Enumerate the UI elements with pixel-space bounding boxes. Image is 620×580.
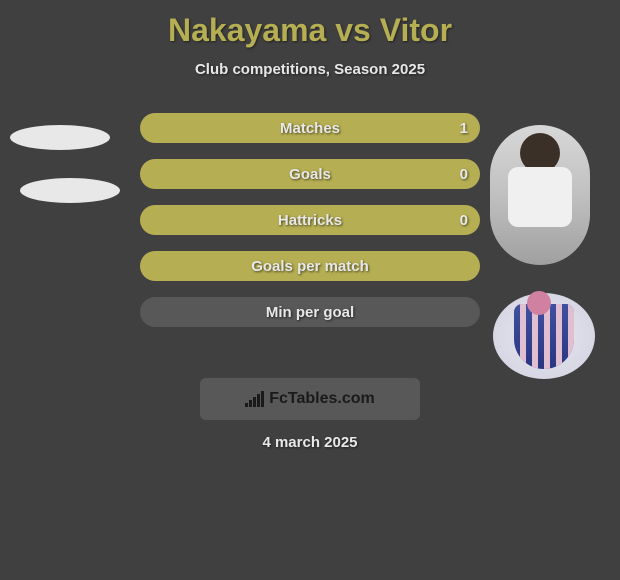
page-title: Nakayama vs Vitor	[0, 0, 620, 49]
stat-value: 1	[460, 120, 468, 137]
subtitle: Club competitions, Season 2025	[0, 61, 620, 78]
stat-label: Hattricks	[278, 212, 342, 229]
footer-attribution: FcTables.com	[200, 378, 420, 420]
stat-bar: Hattricks 0	[140, 205, 480, 235]
stat-row: Goals per match	[0, 251, 620, 281]
stat-bar: Goals 0	[140, 159, 480, 189]
stat-label: Goals per match	[251, 258, 369, 275]
stat-label: Goals	[289, 166, 331, 183]
stat-row: Min per goal	[0, 297, 620, 327]
stats-list: Matches 1 Goals 0 Hattricks 0 Goals per match M…	[0, 113, 620, 327]
stat-row: Matches 1	[0, 113, 620, 143]
stat-label: Min per goal	[266, 304, 354, 321]
stat-bar: Matches 1	[140, 113, 480, 143]
stat-row: Goals 0	[0, 159, 620, 189]
footer-site-name: FcTables.com	[269, 390, 375, 408]
stat-row: Hattricks 0	[0, 205, 620, 235]
date-label: 4 march 2025	[0, 434, 620, 451]
chart-icon	[245, 391, 265, 407]
stat-bar: Min per goal	[140, 297, 480, 327]
stat-bar: Goals per match	[140, 251, 480, 281]
stat-value: 0	[460, 212, 468, 229]
stat-label: Matches	[280, 120, 340, 137]
stat-value: 0	[460, 166, 468, 183]
